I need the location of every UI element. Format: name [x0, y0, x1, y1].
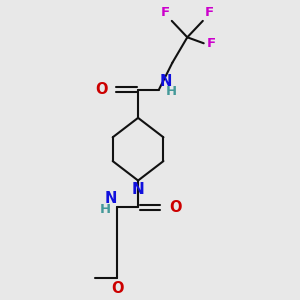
Text: O: O [112, 281, 124, 296]
Text: N: N [132, 182, 144, 197]
Text: F: F [207, 37, 216, 50]
Text: F: F [204, 6, 213, 20]
Text: N: N [160, 74, 172, 88]
Text: N: N [104, 191, 117, 206]
Text: F: F [161, 6, 170, 20]
Text: H: H [166, 85, 177, 98]
Text: H: H [100, 203, 111, 216]
Text: O: O [95, 82, 107, 97]
Text: O: O [169, 200, 181, 215]
